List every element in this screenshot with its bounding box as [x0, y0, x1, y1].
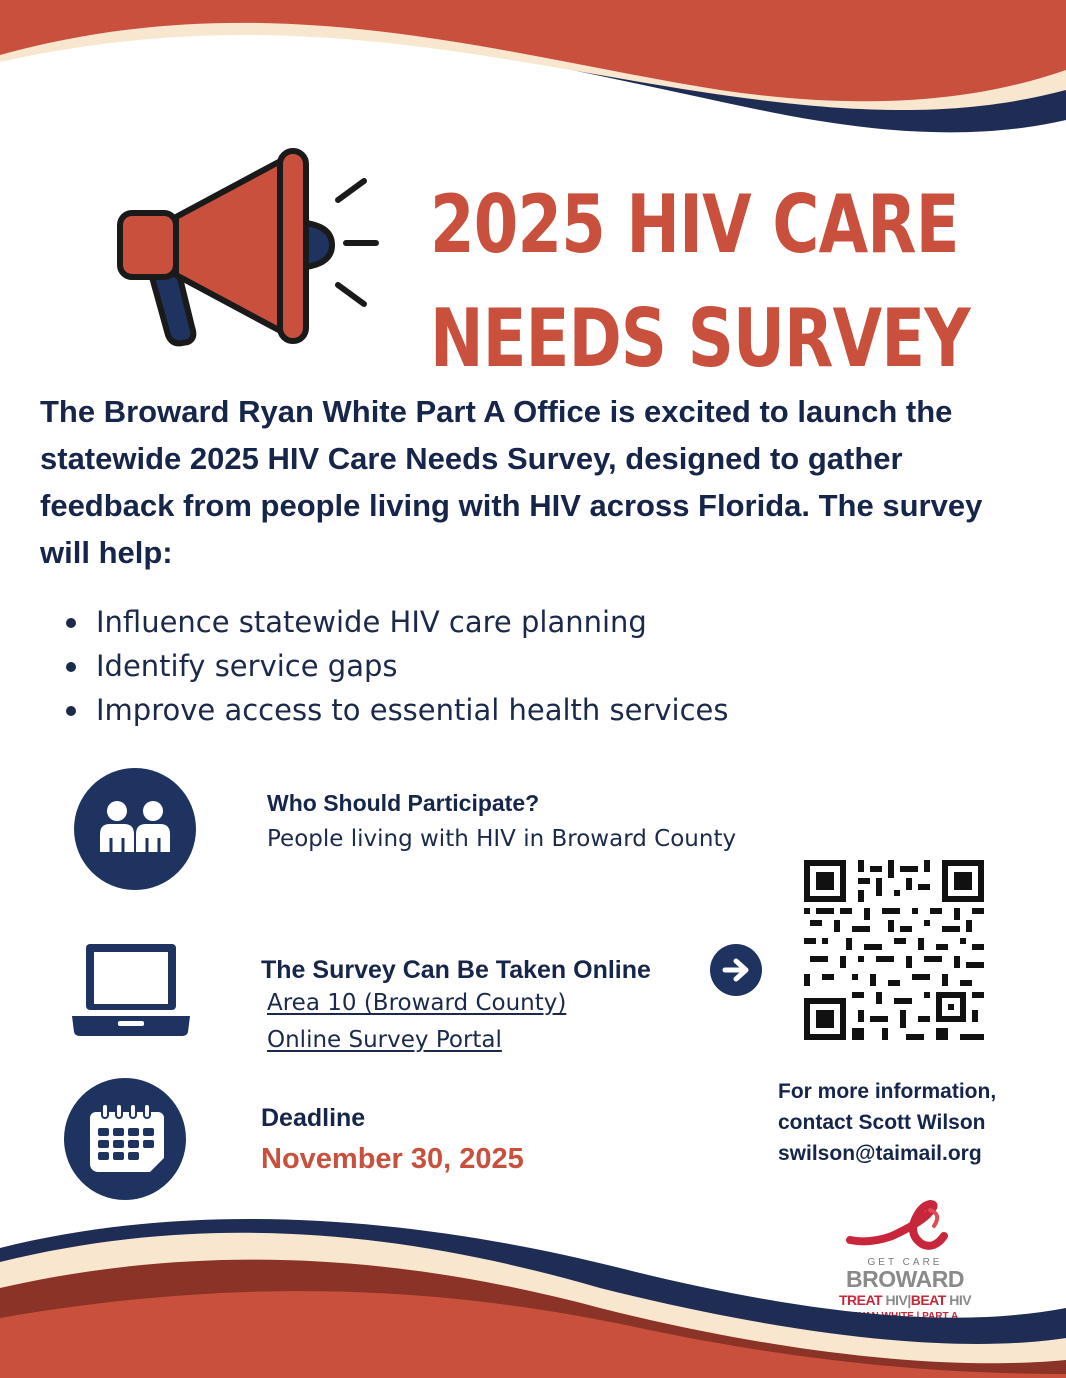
area-10-link[interactable]: Area 10 (Broward County)	[267, 990, 567, 1016]
top-wave-decoration	[0, 0, 1066, 133]
arrow-right-icon[interactable]	[710, 944, 762, 996]
contact-line-1: For more information,	[778, 1080, 997, 1103]
list-item: Influence statewide HIV care planning	[58, 600, 729, 644]
logo-hiv-2: HIV	[949, 1292, 972, 1308]
title-line-2: NEEDS SURVEY	[430, 292, 971, 385]
qr-code[interactable]	[804, 860, 984, 1040]
calendar-icon	[64, 1078, 186, 1200]
deadline-heading: Deadline	[261, 1104, 366, 1132]
logo-treat: TREAT	[838, 1292, 883, 1308]
bottom-wave-decoration	[0, 1219, 1066, 1378]
megaphone-icon	[117, 148, 379, 347]
page-title: 2025 HIV CARE NEEDS SURVEY	[430, 168, 971, 396]
survey-portal-link[interactable]: Online Survey Portal	[267, 1027, 502, 1053]
logo-hiv-1: HIV	[885, 1292, 908, 1308]
contact-email[interactable]: swilson@taimail.org	[778, 1142, 982, 1165]
people-icon	[74, 768, 196, 890]
contact-line-2: contact Scott Wilson	[778, 1111, 986, 1134]
title-line-1: 2025 HIV CARE	[430, 178, 960, 271]
who-heading: Who Should Participate?	[267, 790, 540, 816]
laptop-icon	[72, 944, 190, 1036]
online-heading: The Survey Can Be Taken Online	[261, 956, 651, 984]
list-item: Identify service gaps	[58, 644, 729, 688]
red-ribbon-logo	[846, 1199, 948, 1250]
logo-get-care: GET CARE	[867, 1257, 943, 1268]
deadline-date: November 30, 2025	[261, 1143, 524, 1175]
who-text: People living with HIV in Broward County	[267, 826, 737, 852]
benefits-list: Influence statewide HIV care planning Id…	[58, 600, 729, 732]
contact-info: For more information, contact Scott Wils…	[778, 1076, 1058, 1169]
list-item: Improve access to essential health servi…	[58, 688, 729, 732]
logo-beat: BEAT	[910, 1292, 947, 1308]
logo-tagline: TREAT HIV|BEAT HIV	[838, 1292, 972, 1308]
logo-broward: BROWARD	[846, 1266, 964, 1292]
intro-paragraph: The Broward Ryan White Part A Office is …	[40, 394, 983, 570]
